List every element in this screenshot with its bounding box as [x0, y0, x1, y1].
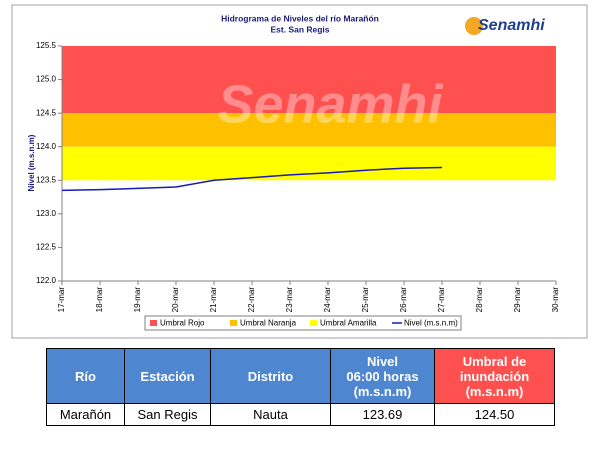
legend-swatch — [310, 320, 317, 326]
header-cell: Río — [46, 348, 125, 404]
x-tick-label: 20-mar — [171, 287, 180, 313]
threshold-band — [62, 113, 556, 147]
chart-title: Hidrograma de Niveles del río Marañón — [221, 13, 379, 23]
y-tick-label: 124.5 — [36, 108, 57, 117]
header-cell: Estación — [124, 348, 211, 404]
x-tick-label: 27-mar — [437, 287, 446, 313]
y-axis-label: Nivel (m.s.n.m) — [27, 134, 36, 191]
legend-label: Umbral Amarilla — [320, 319, 377, 328]
x-tick-label: 23-mar — [285, 287, 294, 313]
logo-sun — [465, 17, 483, 35]
watermark: Senamhi — [217, 74, 443, 134]
header-cell: Distrito — [210, 348, 331, 404]
header-row: Río Estación Distrito Nivel 06:00 horas … — [46, 348, 555, 404]
x-tick-label: 28-mar — [475, 287, 484, 313]
legend-swatch — [230, 320, 237, 326]
cell: Nauta — [210, 403, 331, 426]
data-table: Río Estación Distrito Nivel 06:00 horas … — [46, 348, 555, 426]
y-tick-label: 124.0 — [36, 142, 57, 151]
y-tick-label: 125.5 — [36, 41, 57, 50]
legend-swatch — [150, 320, 157, 326]
legend-label: Umbral Naranja — [240, 319, 297, 328]
header-cell: Nivel 06:00 horas (m.s.n.m) — [330, 348, 435, 404]
threshold-band — [62, 146, 556, 181]
chart: Hidrograma de Niveles del río Marañón Es… — [11, 4, 588, 339]
x-tick-label: 21-mar — [209, 287, 218, 313]
x-tick-label: 29-mar — [513, 287, 522, 313]
cell: 123.69 — [330, 403, 435, 426]
y-tick-label: 122.0 — [36, 276, 57, 285]
threshold-band — [62, 46, 556, 114]
cell: Marañón — [46, 403, 125, 426]
x-tick-label: 26-mar — [399, 287, 408, 313]
legend-label: Nivel (m.s.n.m) — [404, 319, 458, 328]
x-tick-label: 18-mar — [95, 287, 104, 313]
x-tick-label: 22-mar — [247, 287, 256, 313]
logo-text: Senamhi — [478, 17, 545, 34]
x-tick-label: 19-mar — [133, 287, 142, 313]
x-tick-label: 30-mar — [551, 287, 560, 313]
cell: San Regis — [124, 403, 211, 426]
legend-box — [144, 315, 462, 331]
logo: Senamhi — [465, 17, 545, 35]
y-tick-label: 123.0 — [36, 209, 57, 218]
x-tick-label: 24-mar — [323, 287, 332, 313]
legend-label: Umbral Rojo — [160, 319, 205, 328]
chart-subtitle: Est. San Regis — [270, 24, 329, 34]
data-row: Marañón San Regis Nauta 123.69 124.50 — [46, 403, 555, 426]
y-tick-label: 125.0 — [36, 75, 57, 84]
x-tick-label: 17-mar — [57, 287, 66, 313]
y-tick-label: 122.5 — [36, 243, 57, 252]
cell: 124.50 — [434, 403, 555, 426]
x-tick-label: 25-mar — [361, 287, 370, 313]
line — [61, 166, 443, 192]
header-cell: Umbral de inundación (m.s.n.m) — [434, 348, 555, 404]
y-tick-label: 123.5 — [36, 175, 57, 184]
